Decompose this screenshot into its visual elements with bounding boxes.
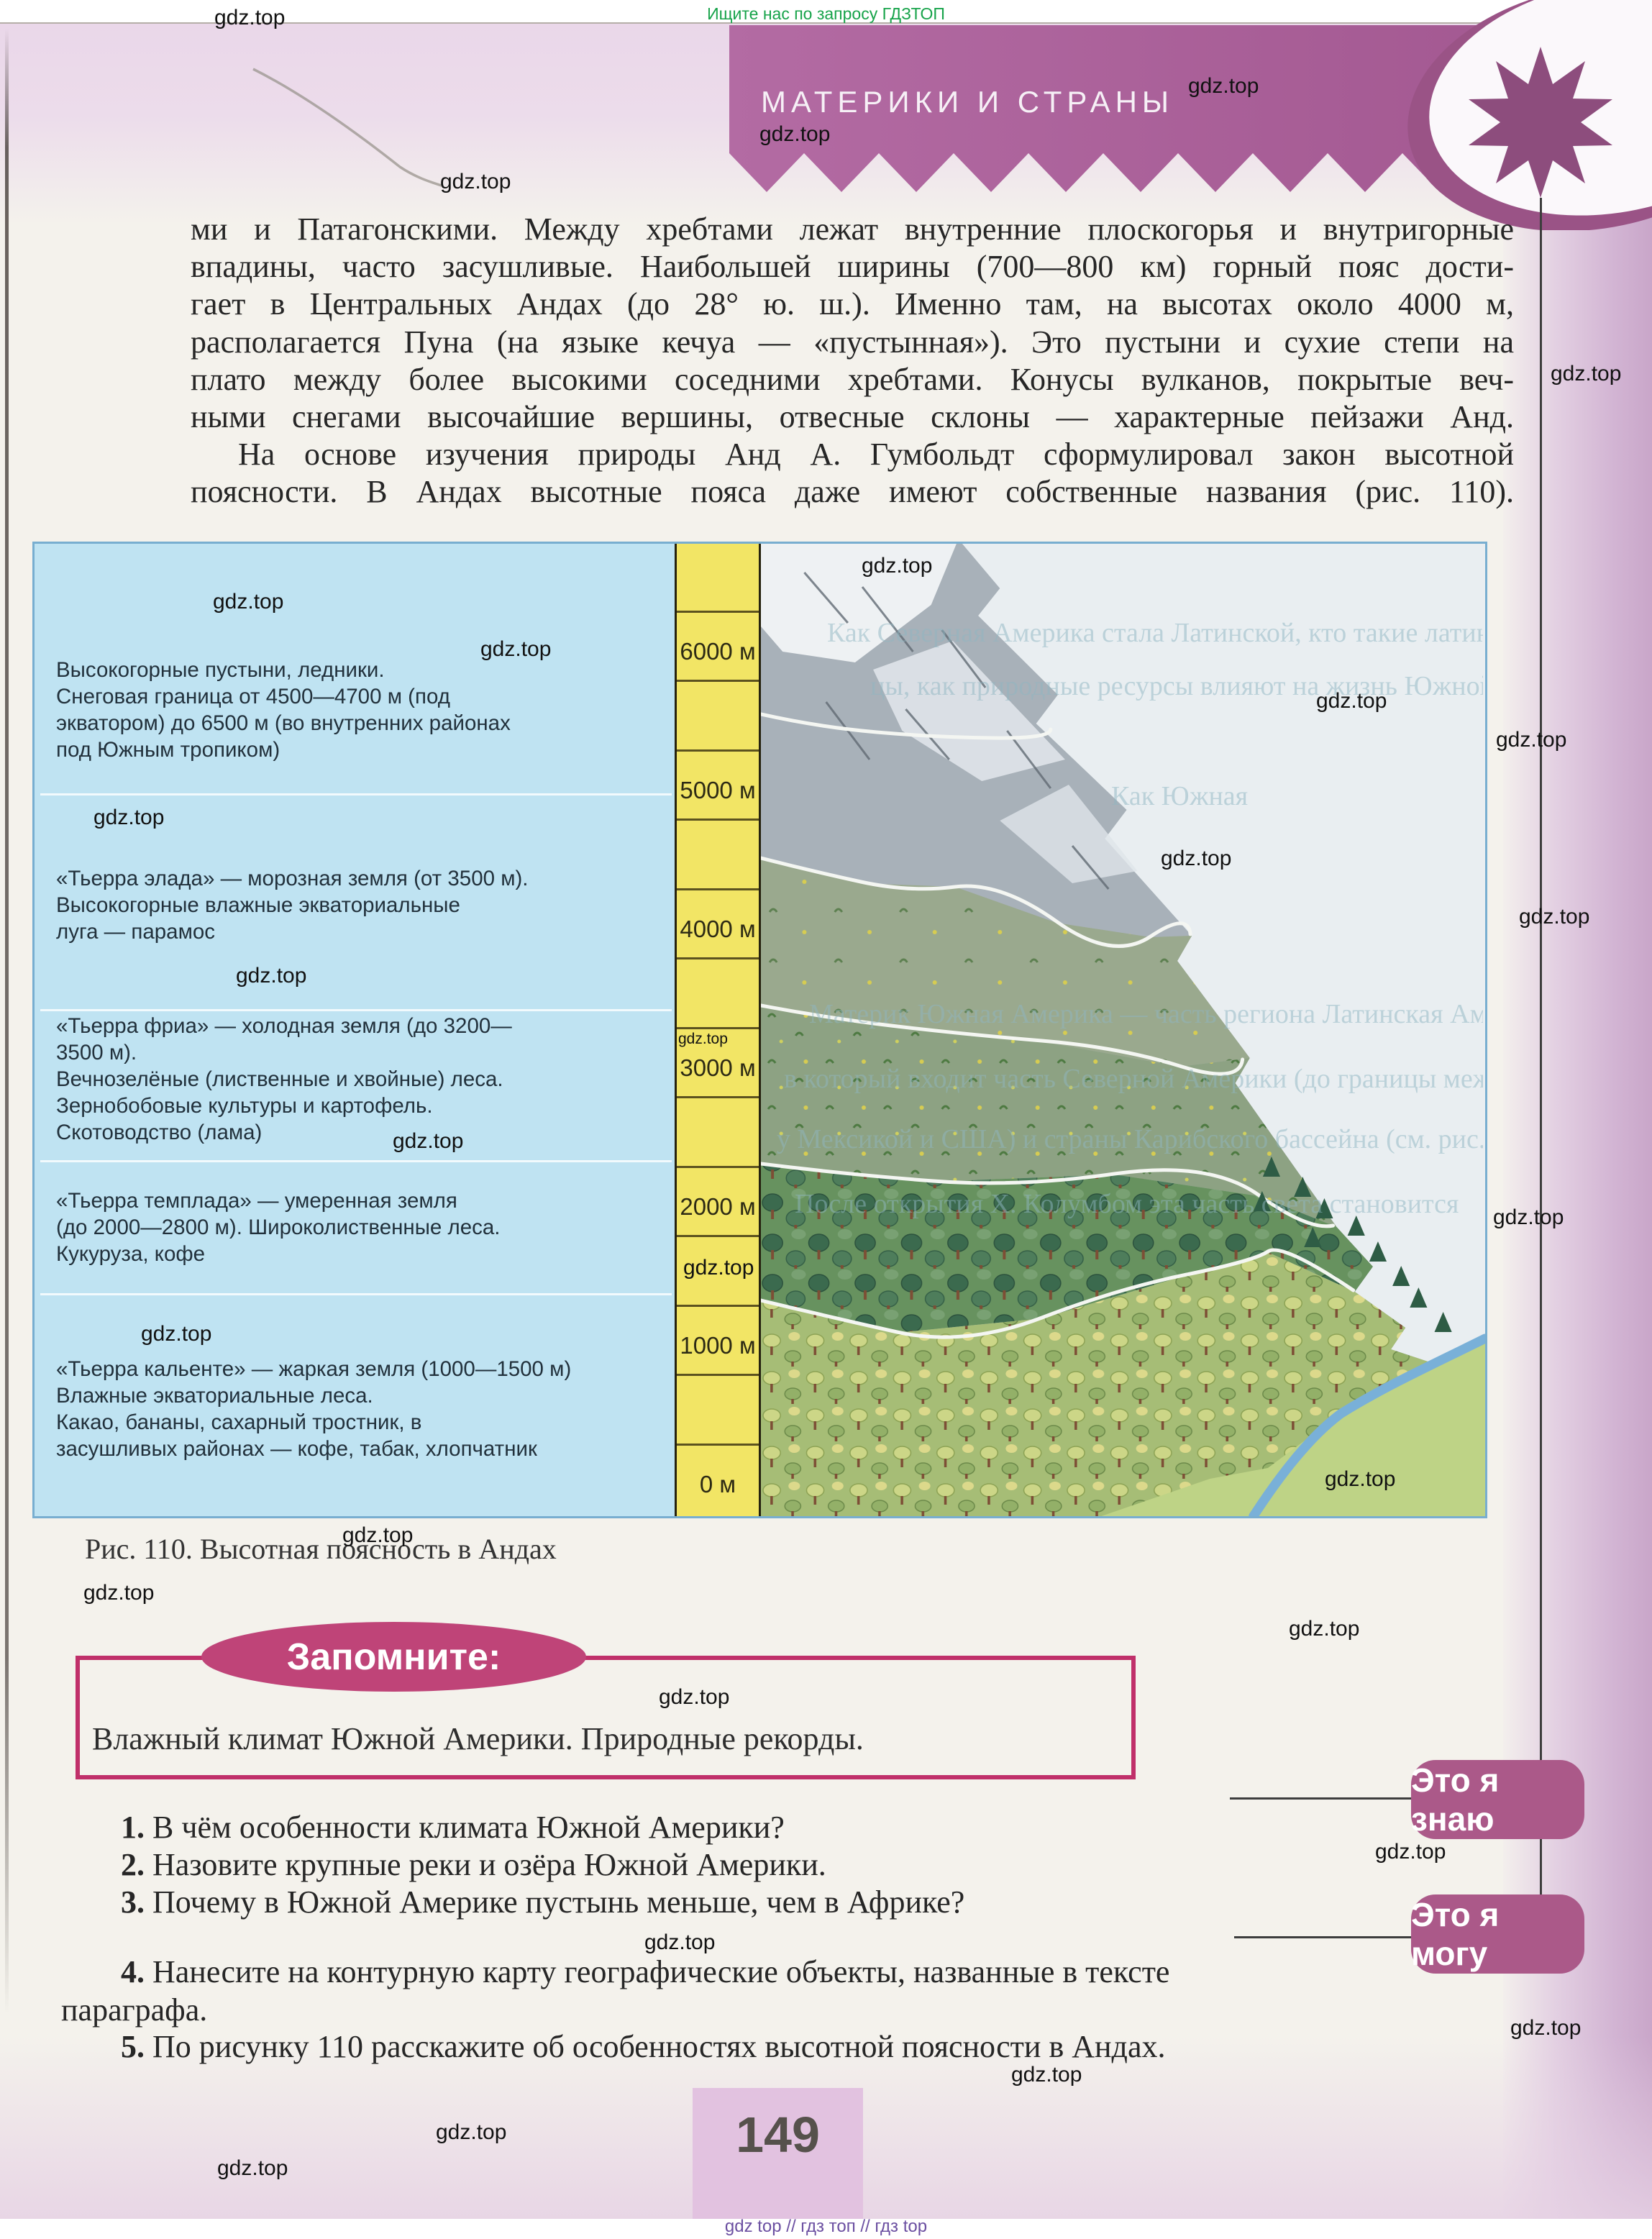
chapter-banner — [729, 25, 1627, 192]
badge-know: Это я знаю — [1411, 1760, 1584, 1839]
star-icon — [1469, 47, 1612, 198]
snow-cap — [761, 544, 957, 662]
pencil-scribble — [252, 68, 442, 187]
elevation-tick — [677, 1443, 759, 1446]
elevation-tick — [677, 1165, 759, 1168]
conifer-trees — [1253, 1157, 1452, 1332]
elevation-label: 1000 м — [680, 1332, 756, 1359]
snow-field — [873, 641, 1065, 781]
forest-evergreen — [761, 1164, 1373, 1333]
snow-field — [1000, 785, 1138, 883]
connector-vertical-between-badges — [1540, 1839, 1542, 1894]
elevation-tick — [677, 1096, 759, 1098]
question-line: 2. Назовите крупные реки и озёра Южной А… — [121, 1847, 826, 1882]
zone-label: Высокогорные пустыни, ледники. Снеговая … — [56, 658, 511, 762]
elevation-label: 4000 м — [680, 916, 756, 942]
elevation-tick — [677, 1304, 759, 1307]
question-line: 4. Нанесите на контурную карту географич… — [121, 1954, 1170, 1989]
elevation-tick — [677, 888, 759, 890]
bottom-white-strip — [0, 2219, 1652, 2239]
elevation-scale: 6000 м 5000 м 4000 м 3000 м 2000 м 1000 м 0 м — [675, 544, 761, 1516]
mountain-art — [761, 544, 1485, 1516]
right-pink-band — [1503, 24, 1652, 2219]
paramos-upper — [761, 858, 1250, 1067]
zone-divider — [40, 793, 672, 795]
zone-divider — [40, 1293, 672, 1295]
elevation-tick — [677, 957, 759, 959]
question-line: 3. Почему в Южной Америке пустынь меньше… — [121, 1884, 965, 1920]
book-edge-shadow — [5, 29, 9, 2014]
zone-label: «Тьерра темплада» — умеренная земля (до … — [56, 1189, 501, 1266]
connector-know — [1230, 1797, 1411, 1800]
connector-can — [1234, 1936, 1411, 1938]
page-number-box — [693, 2088, 863, 2219]
zone-label: «Тьерра фриа» — холодная земля (до 3200—… — [56, 1014, 512, 1144]
question-number: 4. — [121, 1954, 152, 1989]
zone-label: «Тьерра элада» — морозная земля (от 3500… — [56, 867, 529, 944]
elevation-tick — [677, 749, 759, 752]
zone-boundary-lines — [761, 712, 1356, 1339]
connector-vertical — [1540, 198, 1542, 1760]
question-number: 5. — [121, 2029, 152, 2064]
zone-divider — [40, 1160, 672, 1162]
remember-text: Влажный климат Южной Америки. Природные … — [92, 1721, 864, 1756]
elevation-tick — [677, 610, 759, 613]
question-line: 5. По рисунку 110 расскажите об особенно… — [121, 2029, 1166, 2064]
elevation-label: 5000 м — [680, 777, 756, 803]
grass-plain — [1101, 1336, 1485, 1516]
figure-caption: Рис. 110. Высотная поясность в Андах — [85, 1533, 557, 1565]
question-line: параграфа. — [61, 1992, 208, 2028]
elevation-tick — [677, 1374, 759, 1376]
remember-box — [76, 1656, 1136, 1779]
remember-badge: Запомните: — [201, 1622, 586, 1692]
body-paragraph: ми и Патагонскими. Между хребтами лежат … — [191, 211, 1514, 510]
elevation-label: 6000 м — [680, 638, 756, 665]
elevation-tick — [677, 680, 759, 682]
figure-110-altitudinal-zones: Высокогорные пустыни, ледники. Снеговая … — [32, 542, 1487, 1518]
question-line: 1. В чём особенности климата Южной Амери… — [121, 1810, 785, 1845]
badge-can: Это я могу — [1411, 1894, 1584, 1974]
zone-divider — [40, 1009, 672, 1011]
scan-top-edge — [0, 22, 1652, 24]
elevation-label: 0 м — [699, 1471, 736, 1497]
elevation-tick — [677, 1235, 759, 1237]
chapter-title: МАТЕРИКИ И СТРАНЫ — [761, 85, 1174, 119]
elevation-label: 3000 м — [680, 1054, 756, 1081]
question-number: 1. — [121, 1810, 152, 1845]
site-note-bottom: gdz top // гдз топ // гдз top — [724, 2217, 928, 2236]
header-banner-art — [252, 0, 1652, 230]
elevation-label: 2000 м — [680, 1193, 756, 1220]
elevation-tick — [677, 818, 759, 821]
site-note-top: Ищите нас по запросу ГДЗТОП — [707, 4, 945, 23]
page-number: 149 — [736, 2107, 820, 2163]
question-number: 2. — [121, 1847, 152, 1882]
elevation-tick — [677, 1026, 759, 1029]
zone-label: «Тьерра кальенте» — жаркая земля (1000—1… — [56, 1357, 572, 1461]
question-number: 3. — [121, 1884, 152, 1920]
river — [1249, 1333, 1485, 1516]
